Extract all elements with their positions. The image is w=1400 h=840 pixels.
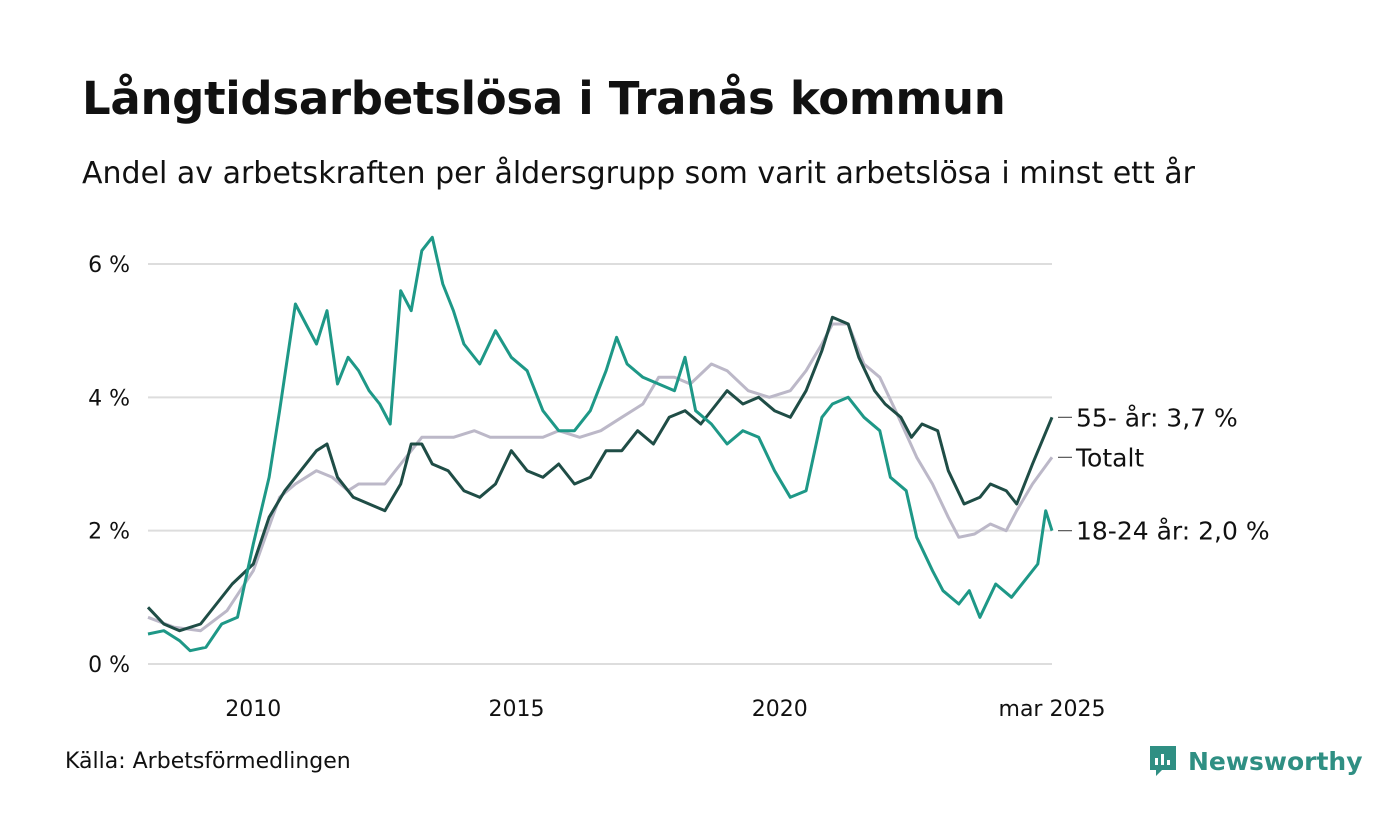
x-axis-ticks: 2010 2015 2020 mar 2025 — [225, 697, 1105, 722]
series-line — [147, 322, 1054, 633]
chart-subtitle: Andel av arbetskraften per åldersgrupp s… — [82, 156, 1195, 191]
series-end-label: 18-24 år: 2,0 % — [1076, 517, 1270, 546]
y-tick-label: 4 % — [88, 386, 130, 411]
brand-name: Newsworthy — [1188, 746, 1363, 776]
y-tick-label: 0 % — [88, 653, 130, 678]
brand-logo: Newsworthy — [1148, 744, 1363, 778]
series-line — [146, 315, 1054, 633]
grid-lines — [148, 263, 1052, 665]
series-line — [147, 235, 1054, 653]
series-lines — [146, 235, 1054, 653]
line-chart: 0 % 2 % 4 % 6 % 2010 2015 2020 mar 2025 55- år… — [88, 235, 1270, 722]
x-tick-label: mar 2025 — [999, 697, 1106, 722]
x-tick-label: 2015 — [489, 697, 545, 722]
y-tick-label: 6 % — [88, 253, 130, 278]
x-tick-label: 2010 — [225, 697, 281, 722]
x-tick-label: 2020 — [752, 697, 808, 722]
y-axis-ticks: 0 % 2 % 4 % 6 % — [88, 253, 130, 678]
series-end-labels: 55- år: 3,7 % Totalt 18-24 år: 2,0 % — [1058, 403, 1270, 546]
chart-title: Långtidsarbetslösa i Tranås kommun — [82, 72, 1006, 125]
series-end-label: 55- år: 3,7 % — [1076, 403, 1238, 432]
series-end-label: Totalt — [1075, 443, 1144, 472]
newsworthy-logo-icon — [1150, 746, 1176, 776]
source-note: Källa: Arbetsförmedlingen — [65, 749, 351, 774]
y-tick-label: 2 % — [88, 520, 130, 545]
